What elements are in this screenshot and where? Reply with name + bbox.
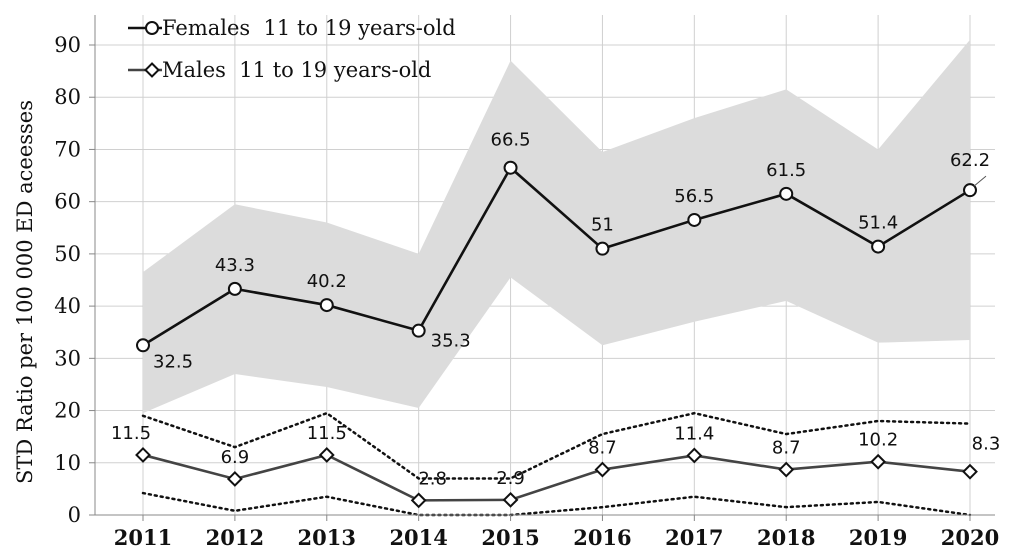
male-data-label: 2.9	[496, 468, 525, 489]
female-point	[687, 212, 702, 227]
male-point	[870, 453, 887, 470]
female-point	[595, 241, 610, 256]
male-data-label: 8.7	[772, 438, 801, 459]
female-point	[503, 160, 518, 175]
female-data-label: 66.5	[491, 130, 531, 151]
male-data-label: 11.5	[307, 423, 347, 444]
male-data-label: 6.9	[221, 447, 250, 468]
female-point	[136, 338, 150, 353]
x-tick-label: 2013	[298, 525, 356, 550]
male-point	[502, 491, 519, 508]
label-leader-line	[973, 175, 987, 187]
series-lines	[142, 165, 971, 502]
female-point	[963, 183, 977, 198]
male-point	[135, 447, 151, 463]
y-tick-label: 90	[54, 33, 81, 57]
x-tick-label: 2015	[481, 525, 539, 550]
female-data-label: 51.4	[858, 213, 898, 234]
male-series-line	[142, 453, 971, 502]
y-tick-label: 70	[54, 137, 81, 161]
x-tick-label: 2012	[206, 525, 264, 550]
data-labels: 32.5 43.3 40.2 35.3 66.5 51 56.5 61.5 51.4 62.2 11…	[111, 130, 1000, 490]
female-series-line	[142, 165, 971, 347]
legend: Females 11 to 19 years-old Males 11 to 19…	[128, 16, 456, 82]
female-data-label: 40.2	[307, 271, 347, 292]
x-tick-label: 2018	[757, 525, 815, 550]
male-confidence-lines	[141, 411, 972, 517]
male-point	[226, 471, 243, 487]
male-ci-lower-line	[141, 491, 972, 517]
series-markers	[135, 160, 978, 509]
x-tick-label: 2019	[849, 525, 907, 550]
female-data-label: 43.3	[215, 255, 255, 276]
male-legend-label: Males 11 to 19 years-old	[162, 58, 431, 82]
y-tick-label: 30	[54, 346, 81, 370]
male-data-label: 8.3	[972, 434, 1001, 455]
x-tick-label: 2016	[573, 525, 631, 550]
female-legend-marker	[145, 21, 159, 35]
male-data-label: 8.7	[588, 438, 617, 459]
female-data-label: 61.5	[766, 160, 806, 181]
male-data-label: 11.4	[674, 423, 714, 444]
male-data-label: 10.2	[858, 430, 898, 451]
male-point	[686, 447, 703, 464]
female-data-label: 62.2	[950, 150, 990, 171]
male-point	[778, 461, 795, 478]
male-point	[962, 463, 978, 480]
y-tick-label: 50	[54, 242, 81, 266]
female-data-label: 32.5	[153, 351, 193, 372]
y-axis-label: STD Ratio per 100 000 ED aceesses	[13, 100, 37, 484]
y-tick-label: 40	[54, 294, 81, 318]
male-legend-marker	[144, 62, 160, 78]
female-point	[227, 281, 242, 296]
y-tick-label: 0	[68, 503, 81, 527]
female-point	[319, 298, 334, 313]
y-tick-label: 60	[54, 190, 81, 214]
female-point	[871, 239, 886, 254]
female-confidence-area	[143, 39, 970, 414]
male-data-label: 2.8	[418, 468, 447, 489]
male-ci-upper-line	[141, 411, 972, 480]
male-point	[318, 447, 335, 463]
male-point	[594, 461, 611, 478]
male-point	[410, 492, 427, 509]
x-tick-label: 2011	[114, 525, 172, 550]
y-tick-label: 80	[54, 85, 81, 109]
x-tick-label: 2014	[389, 525, 447, 550]
confidence-band	[143, 39, 970, 414]
female-point	[779, 186, 794, 201]
female-data-label: 35.3	[431, 331, 471, 352]
female-legend-label: Females 11 to 19 years-old	[162, 16, 456, 40]
female-data-label: 51	[591, 215, 614, 236]
female-data-label: 56.5	[674, 186, 714, 207]
x-tick-label: 2017	[665, 525, 723, 550]
y-tick-label: 10	[54, 451, 81, 475]
female-point	[411, 323, 426, 338]
axes: 0 10 20 30 40 50 60 70 80 90 2011 2012 2013 2014 2015 2…	[54, 15, 999, 550]
x-tick-label: 2020	[941, 525, 999, 550]
male-data-label: 11.5	[111, 423, 151, 444]
y-tick-label: 20	[54, 399, 81, 423]
